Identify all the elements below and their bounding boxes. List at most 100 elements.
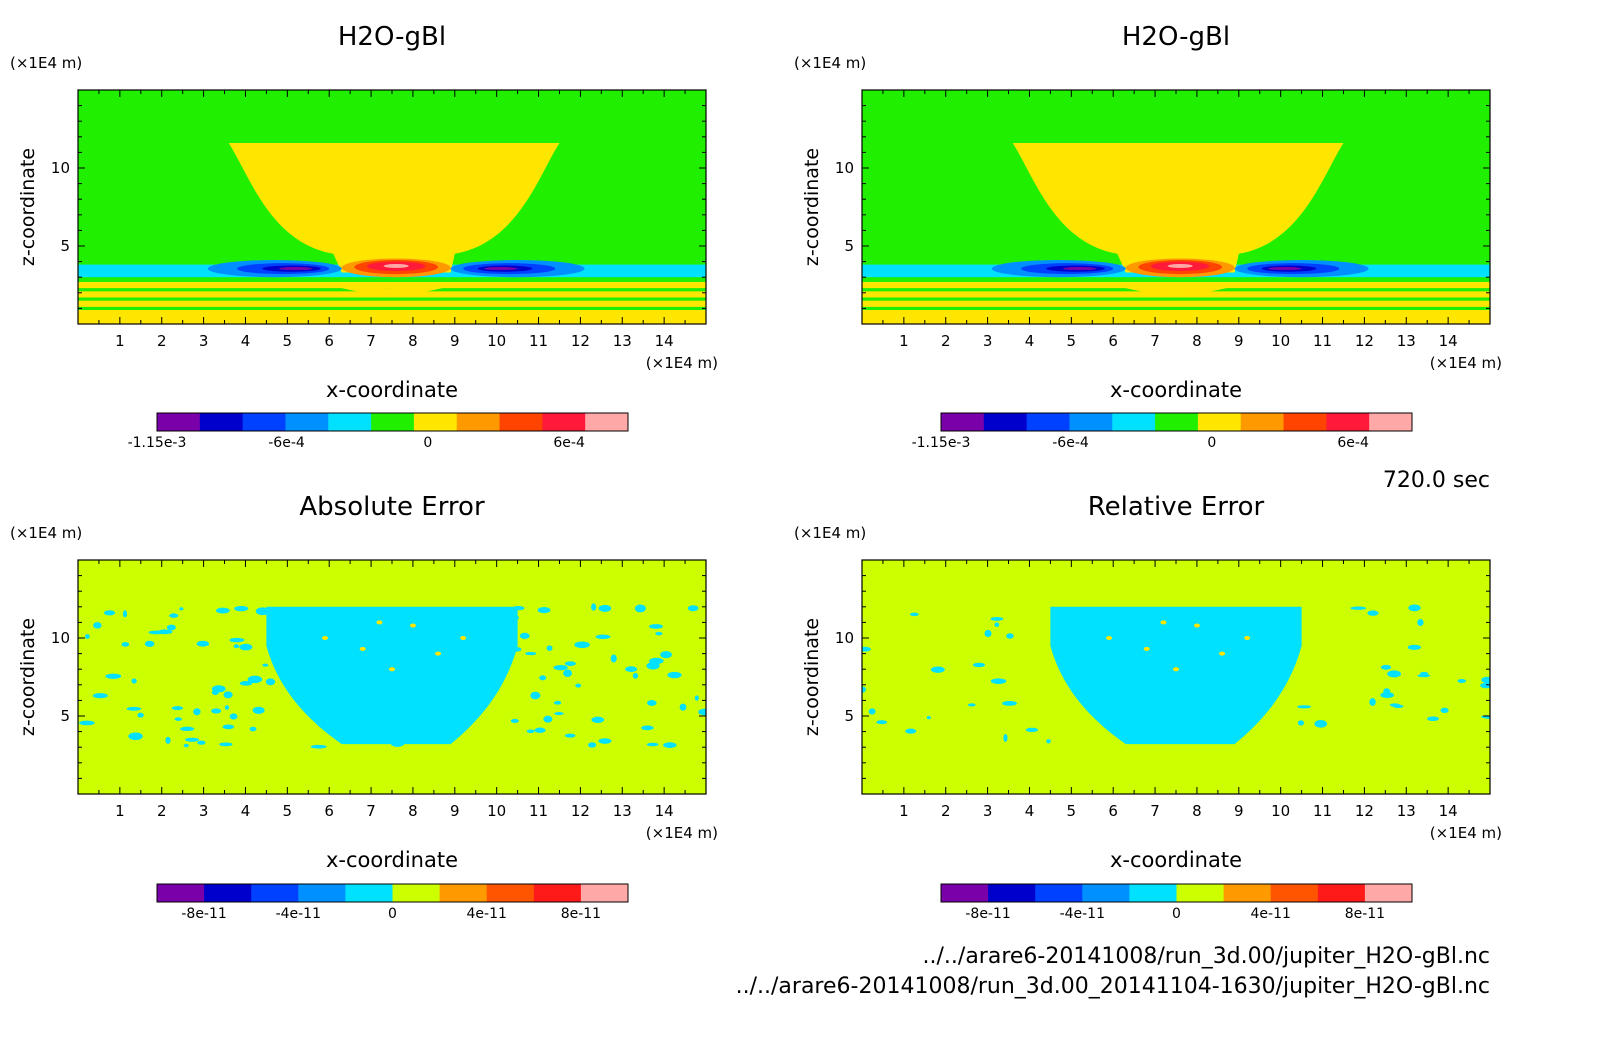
error-speck: [229, 637, 245, 643]
error-speck: [1417, 674, 1431, 678]
field-band: [862, 300, 1490, 307]
colorbar-tick-label: 8e-11: [1345, 906, 1385, 922]
y-tick-label: 10: [51, 159, 70, 177]
error-speck: [174, 717, 182, 721]
error-speck: [530, 691, 541, 700]
error-speck: [211, 708, 222, 714]
colorbar-segment: [157, 413, 201, 431]
y-unit-label: (×1E4 m): [794, 54, 866, 72]
field-layer: [862, 90, 1490, 324]
error-speck: [564, 733, 576, 738]
colorbar-tick-label: 6e-4: [553, 435, 585, 451]
error-speck: [862, 686, 866, 693]
error-speck: [510, 718, 519, 723]
error-speck: [85, 634, 90, 639]
error-speck: [679, 703, 687, 711]
error-speck: [595, 634, 611, 639]
colorbar-segment: [988, 884, 1036, 902]
colorbar-segment: [486, 884, 535, 902]
colorbar-segment: [1364, 884, 1413, 902]
chart-title: H2O-gBl: [338, 22, 446, 52]
colorbar-segment: [542, 413, 586, 431]
colorbar-tick-label: -1.15e-3: [128, 435, 187, 451]
positive-lobe: [383, 264, 409, 268]
error-speck: [1427, 716, 1439, 722]
x-tick-label: 10: [1271, 332, 1290, 350]
x-tick-label: 9: [450, 332, 460, 350]
error-speck: [249, 726, 257, 732]
error-speck: [1003, 733, 1008, 742]
colorbar: -8e-11 -4e-11 0 4e-11 8e-11: [156, 883, 629, 922]
colorbar-segment: [1129, 884, 1177, 902]
error-speck: [1440, 707, 1449, 714]
colorbar-segment: [1270, 884, 1319, 902]
x-tick-label: 1: [899, 332, 909, 350]
error-speck: [211, 689, 219, 696]
negative-lobe: [1268, 267, 1302, 271]
x-tick-label: 5: [1067, 802, 1077, 820]
field-band: [862, 277, 1490, 282]
error-speck: [180, 726, 195, 732]
error-speck: [553, 665, 568, 671]
y-axis-label: z-coordinate: [801, 148, 823, 266]
error-speck: [239, 681, 253, 686]
file-path-2: ../../arare6-20141008/run_3d.00_20141104…: [736, 974, 1490, 999]
error-speck: [169, 613, 179, 618]
error-speck: [876, 720, 888, 725]
error-speck: [409, 623, 416, 628]
field-band: [78, 306, 706, 310]
colorbar: -1.15e-3 -6e-4 0 6e-4: [912, 412, 1413, 451]
y-tick-label: 5: [844, 707, 854, 725]
x-tick-label: 8: [1192, 802, 1202, 820]
x-tick-label: 12: [1355, 332, 1374, 350]
x-tick-label: 7: [1150, 332, 1160, 350]
colorbar-segment: [1112, 413, 1156, 431]
error-speck: [546, 645, 553, 651]
colorbar-tick-label: -6e-4: [1052, 435, 1089, 451]
error-speck: [534, 727, 546, 733]
error-speck: [519, 632, 530, 639]
colorbar-segment: [499, 413, 543, 431]
error-speck: [1350, 606, 1367, 610]
error-region: [266, 606, 518, 745]
error-speck: [165, 736, 171, 744]
error-speck: [553, 700, 562, 705]
field-band: [862, 297, 1490, 301]
x-tick-label: 8: [408, 802, 418, 820]
error-speck: [79, 720, 95, 726]
x-axis-label: x-coordinate: [326, 378, 458, 402]
colorbar-segment: [1026, 413, 1070, 431]
x-tick-label: 7: [366, 802, 376, 820]
error-speck: [926, 716, 931, 720]
error-speck: [252, 706, 265, 714]
x-unit-label: (×1E4 m): [1430, 354, 1502, 372]
y-axis-label: z-coordinate: [801, 618, 823, 736]
colorbar-segment: [371, 413, 415, 431]
error-speck: [1367, 610, 1379, 616]
error-speck: [196, 640, 210, 647]
x-tick-label: 2: [941, 802, 951, 820]
y-tick-label: 10: [51, 629, 70, 647]
x-tick-label: 1: [115, 332, 125, 350]
y-axis-label: z-coordinate: [17, 618, 39, 736]
error-speck: [625, 666, 638, 673]
error-speck: [435, 651, 442, 656]
colorbar-tick-label: 0: [1172, 906, 1181, 922]
error-speck: [1219, 651, 1226, 656]
colorbar-segment: [533, 884, 582, 902]
colorbar-segment: [585, 413, 629, 431]
error-speck: [554, 711, 564, 716]
error-speck: [144, 640, 155, 647]
error-speck: [105, 673, 122, 679]
y-unit-label: (×1E4 m): [794, 524, 866, 542]
error-speck: [1046, 739, 1051, 744]
error-speck: [224, 705, 230, 710]
colorbar-tick-label: 8e-11: [561, 906, 601, 922]
field-band: [341, 281, 443, 295]
error-speck: [1143, 646, 1150, 651]
x-tick-label: 12: [571, 802, 590, 820]
error-speck: [233, 644, 240, 649]
x-tick-label: 9: [1234, 332, 1244, 350]
error-speck: [1380, 692, 1394, 699]
x-tick-label: 4: [1025, 802, 1035, 820]
